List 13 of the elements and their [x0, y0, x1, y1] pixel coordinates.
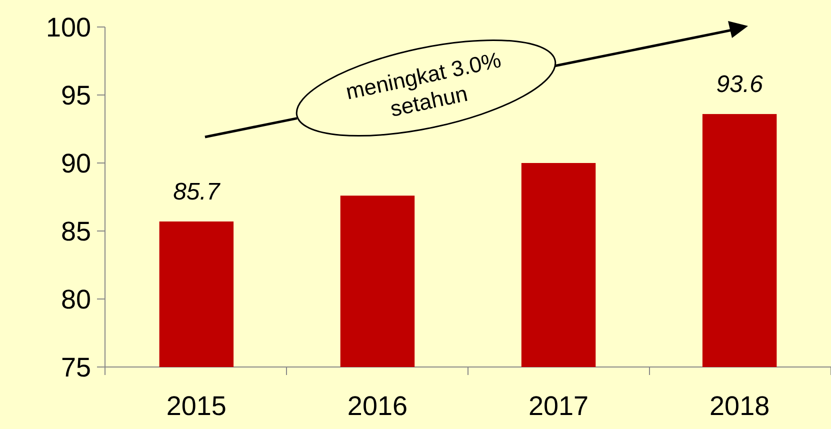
y-tick-label: 85: [60, 216, 91, 246]
y-tick-label: 80: [60, 284, 91, 314]
x-tick-label: 2018: [710, 391, 770, 421]
y-tick-label: 75: [60, 352, 91, 382]
data-label: 93.6: [716, 71, 764, 98]
data-label: 85.7: [173, 178, 222, 206]
x-tick-label: 2017: [528, 391, 589, 421]
y-tick-label: 90: [60, 148, 91, 178]
annotation: meningkat 3.0% setahun: [344, 47, 504, 122]
x-tick-label: 2015: [166, 391, 226, 421]
y-tick-label: 95: [60, 80, 91, 110]
y-tick-label: 100: [46, 12, 91, 42]
x-tick-label: 2016: [347, 391, 408, 421]
